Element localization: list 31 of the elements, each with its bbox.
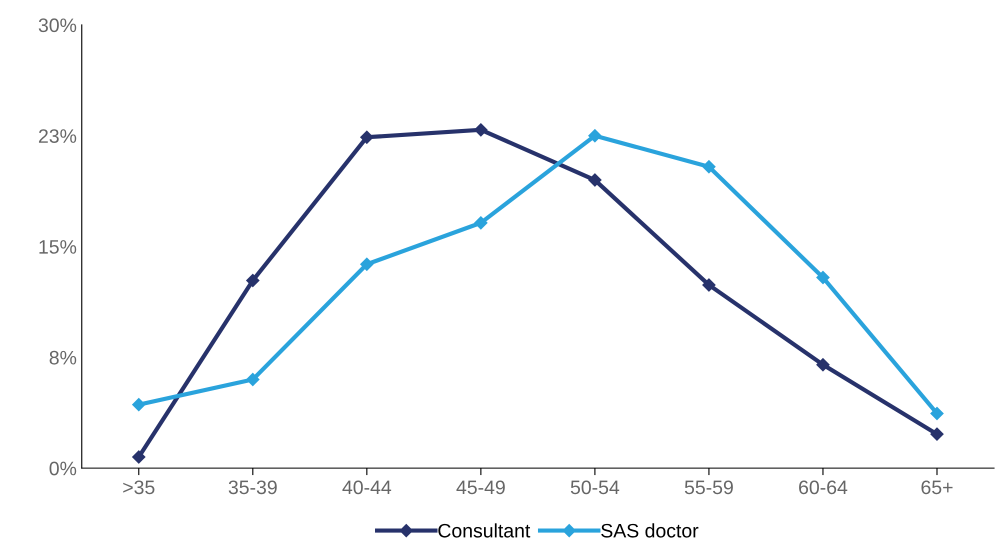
y-tick-label: 8%	[50, 350, 76, 365]
point	[360, 258, 374, 271]
point	[246, 372, 260, 386]
x-tick-label: 45-49	[456, 480, 505, 494]
point	[816, 270, 830, 284]
point	[930, 406, 944, 420]
point	[474, 216, 488, 230]
point	[360, 130, 374, 144]
point	[474, 123, 488, 136]
point	[930, 428, 944, 441]
point	[816, 358, 830, 372]
x-tick-label: 40-44	[342, 480, 392, 494]
point	[588, 129, 602, 142]
legend-label: SAS doctor	[601, 523, 698, 538]
point	[702, 278, 716, 292]
point	[246, 274, 260, 288]
legend-label: Consultant	[438, 523, 530, 538]
x-tick-label: 60-64	[799, 480, 848, 494]
x-tick-label: 55-59	[684, 480, 733, 494]
x-tick-label: 65+	[921, 480, 953, 494]
x-tick-label: 50-54	[570, 480, 620, 494]
x-tick-label: 35-39	[228, 480, 277, 494]
y-tick-label: 23%	[38, 129, 76, 143]
point	[132, 398, 146, 412]
y-tick-label: 15%	[39, 240, 76, 254]
point	[702, 160, 716, 174]
x-tick-label: >35	[123, 480, 154, 494]
point	[132, 450, 146, 464]
y-tick-label: 0%	[50, 462, 76, 476]
point	[588, 173, 602, 187]
y-tick-label: 30%	[38, 18, 76, 32]
